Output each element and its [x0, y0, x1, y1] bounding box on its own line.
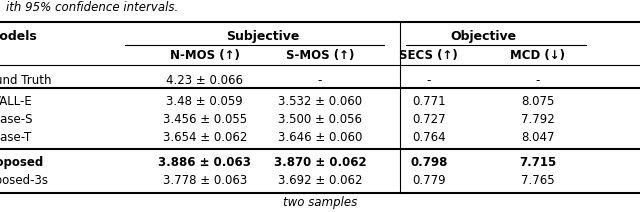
- Text: 7.715: 7.715: [519, 156, 556, 169]
- Text: 0.779: 0.779: [412, 174, 445, 187]
- Text: Ground Truth: Ground Truth: [0, 74, 52, 87]
- Text: ith 95% confidence intervals.: ith 95% confidence intervals.: [6, 1, 179, 14]
- Text: N-MOS (↑): N-MOS (↑): [170, 49, 240, 62]
- Text: 3.778 ± 0.063: 3.778 ± 0.063: [163, 174, 247, 187]
- Text: two samples: two samples: [283, 196, 357, 209]
- Text: -: -: [427, 74, 431, 87]
- Text: S-MOS (↑): S-MOS (↑): [286, 49, 354, 62]
- Text: Objective: Objective: [450, 29, 516, 43]
- Text: 3.48 ± 0.059: 3.48 ± 0.059: [166, 95, 243, 108]
- Text: SECS (↑): SECS (↑): [399, 49, 458, 62]
- Text: 0.727: 0.727: [412, 113, 445, 126]
- Text: 0.764: 0.764: [412, 131, 445, 144]
- Text: VALL-E: VALL-E: [0, 95, 33, 108]
- Text: 8.047: 8.047: [521, 131, 554, 144]
- Text: -: -: [536, 74, 540, 87]
- Text: 3.500 ± 0.056: 3.500 ± 0.056: [278, 113, 362, 126]
- Text: 7.792: 7.792: [521, 113, 554, 126]
- Text: Models: Models: [0, 29, 38, 43]
- Text: 3.654 ± 0.062: 3.654 ± 0.062: [163, 131, 247, 144]
- Text: Base-S: Base-S: [0, 113, 33, 126]
- Text: 3.886 ± 0.063: 3.886 ± 0.063: [158, 156, 252, 169]
- Text: 3.532 ± 0.060: 3.532 ± 0.060: [278, 95, 362, 108]
- Text: -: -: [318, 74, 322, 87]
- Text: Proposed: Proposed: [0, 156, 44, 169]
- Text: 0.798: 0.798: [410, 156, 447, 169]
- Text: MCD (↓): MCD (↓): [510, 49, 565, 62]
- Text: 3.456 ± 0.055: 3.456 ± 0.055: [163, 113, 247, 126]
- Text: 3.870 ± 0.062: 3.870 ± 0.062: [274, 156, 366, 169]
- Text: Base-T: Base-T: [0, 131, 33, 144]
- Text: 3.646 ± 0.060: 3.646 ± 0.060: [278, 131, 362, 144]
- Text: 8.075: 8.075: [521, 95, 554, 108]
- Text: 7.765: 7.765: [521, 174, 554, 187]
- Text: 4.23 ± 0.066: 4.23 ± 0.066: [166, 74, 243, 87]
- Text: 3.692 ± 0.062: 3.692 ± 0.062: [278, 174, 362, 187]
- Text: Proposed-3s: Proposed-3s: [0, 174, 49, 187]
- Text: 0.771: 0.771: [412, 95, 445, 108]
- Text: Subjective: Subjective: [226, 29, 299, 43]
